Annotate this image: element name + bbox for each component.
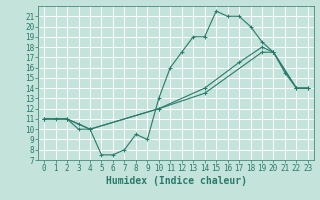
X-axis label: Humidex (Indice chaleur): Humidex (Indice chaleur) (106, 176, 246, 186)
